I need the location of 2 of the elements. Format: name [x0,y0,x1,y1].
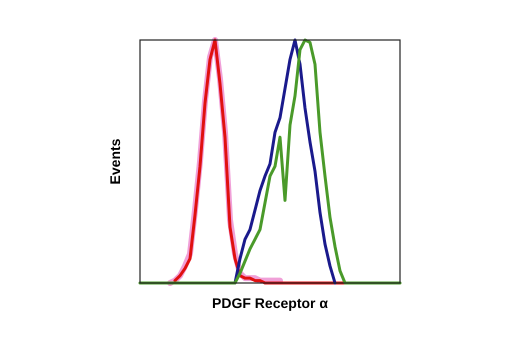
x-axis-title: PDGF Receptor α [212,295,328,311]
y-axis-title: Events [107,138,123,184]
